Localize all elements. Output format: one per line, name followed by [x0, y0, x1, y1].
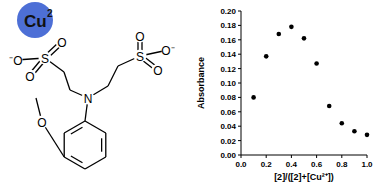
y-tick [238, 83, 241, 84]
x-axis-label: [2]/([2]+[Cu²⁺]) [274, 172, 334, 182]
x-tick-label: 0.0 [235, 160, 247, 169]
data-point [314, 61, 319, 66]
atom-label: S [136, 50, 144, 64]
data-point [352, 129, 357, 134]
bond [108, 66, 118, 86]
atom-label: N [84, 92, 93, 106]
x-tick-label: 1.0 [361, 160, 373, 169]
y-tick-label: 0.06 [220, 108, 236, 117]
y-tick [238, 140, 241, 141]
x-tick [341, 155, 342, 158]
atom-label: O [153, 64, 162, 78]
ring-bond-inner [71, 156, 83, 163]
ring-bond [64, 121, 85, 133]
y-tick-label: 0.18 [220, 21, 236, 30]
atom-bg [152, 64, 165, 77]
atom-label: O [25, 70, 34, 84]
y-tick-label: 0.02 [220, 137, 236, 146]
data-point [264, 54, 269, 59]
x-tick-label: 0.6 [311, 160, 323, 169]
y-tick-label: 0.10 [220, 79, 236, 88]
x-tick-label: 0.8 [336, 160, 348, 169]
ring-bond [85, 121, 106, 133]
atom-bg [39, 52, 52, 65]
x-tick-label: 0.4 [286, 160, 298, 169]
y-axis-label: Absorbance [196, 57, 206, 109]
figure: Cu2⁻OSOONSOOO⁻O0.000.020.040.060.080.100… [0, 0, 378, 183]
atom-label: O⁻ [161, 44, 174, 58]
atom-label: O [37, 116, 46, 130]
y-tick-label: 0.04 [220, 122, 236, 131]
atom-bg [134, 30, 147, 43]
atom-bg [36, 116, 49, 129]
metal-ion [17, 2, 53, 38]
data-point [277, 32, 282, 37]
ring-bond [64, 157, 85, 169]
data-point [302, 36, 307, 41]
y-tick-label: 0.20 [220, 7, 236, 16]
atom-label: O [135, 30, 144, 44]
y-tick [238, 111, 241, 112]
ring-bond-inner [71, 127, 83, 134]
atom-bg [56, 36, 69, 49]
metal-label: Cu [24, 12, 47, 31]
y-tick [238, 39, 241, 40]
y-tick [238, 97, 241, 98]
y-tick-label: 0.16 [220, 36, 236, 45]
points [251, 25, 369, 138]
y-tick-label: 0.12 [220, 65, 236, 74]
structure: Cu2⁻OSOONSOOO⁻O [9, 2, 174, 169]
bond [64, 72, 70, 90]
ring-bond-inner [101, 138, 102, 151]
metal-charge: 2 [47, 8, 53, 19]
y-tick-label: 0.08 [220, 93, 236, 102]
ring-bond [85, 157, 106, 169]
x-tick [367, 155, 368, 158]
atom-label: O [57, 36, 66, 50]
x-tick [241, 155, 242, 158]
atom-bg [82, 92, 95, 105]
atom-bg [24, 70, 37, 83]
data-point [289, 25, 294, 30]
ring-bond [64, 133, 65, 157]
y-tick [238, 68, 241, 69]
atom-label: S [41, 52, 49, 66]
y-tick [238, 25, 241, 26]
data-point [340, 121, 345, 126]
y-tick-label: 0.00 [220, 151, 236, 160]
y-tick-label: 0.14 [220, 50, 236, 59]
atom-bg [134, 50, 147, 63]
data-point [365, 133, 370, 138]
ring-bond [105, 133, 106, 157]
x-axis [241, 155, 367, 156]
chart: 0.00 0.02 0.04 0.06 0.08 0.10 0.12 0.14 0.16 0.18… [196, 7, 373, 182]
x-tick-label: 0.2 [261, 160, 273, 169]
x-tick [266, 155, 267, 158]
atom-bg [10, 54, 23, 67]
x-tick [291, 155, 292, 158]
x-tick [316, 155, 317, 158]
y-tick [238, 126, 241, 127]
data-point [327, 104, 332, 109]
data-point [251, 95, 256, 100]
atom-bg [162, 44, 175, 57]
atom-label: ⁻O [9, 54, 22, 68]
y-tick [238, 54, 241, 55]
y-tick [238, 11, 241, 12]
